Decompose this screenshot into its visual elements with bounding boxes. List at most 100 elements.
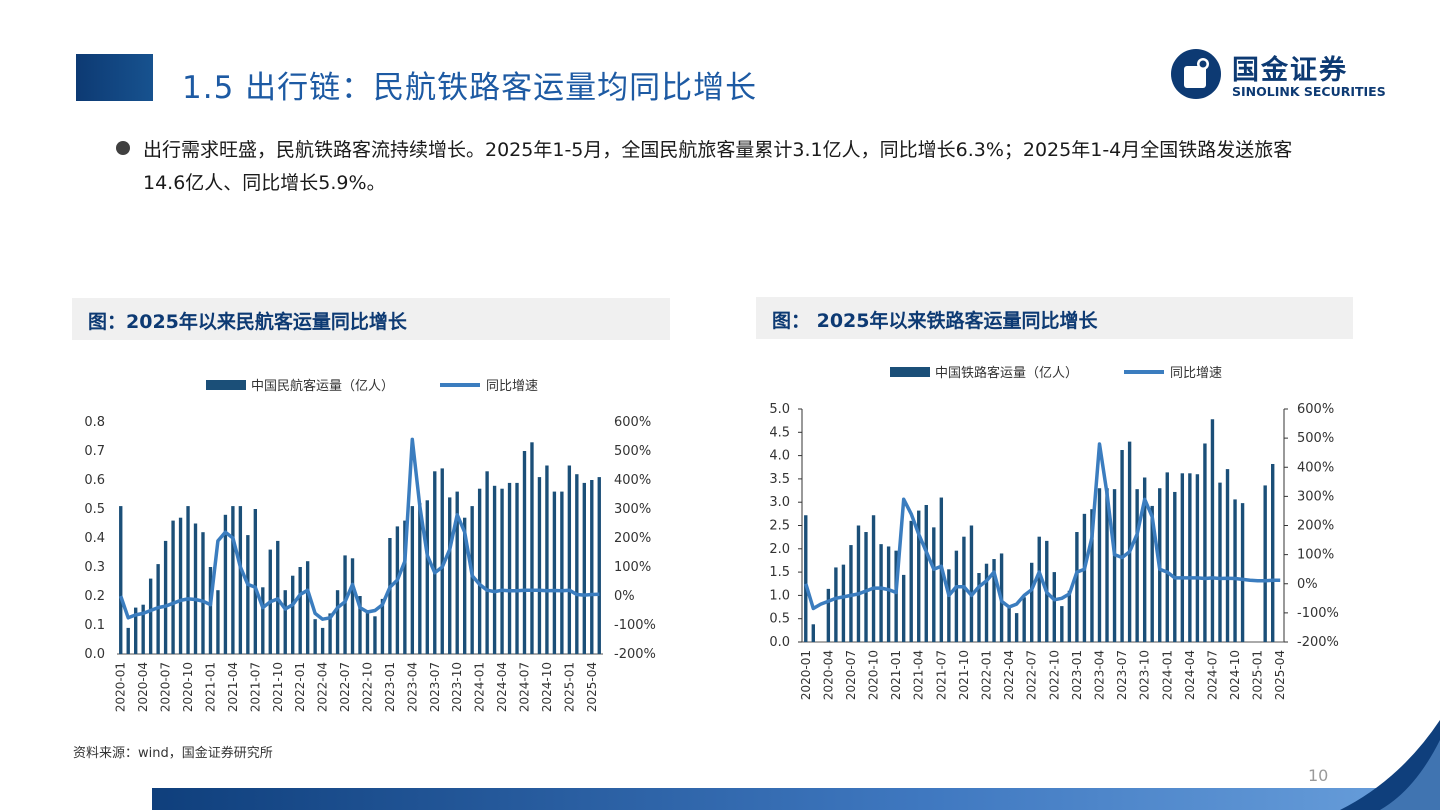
chart1-bar: [163, 540, 168, 654]
chart2-bar: [917, 510, 921, 642]
chart2-x-tick-label: 2024-04: [1183, 650, 1197, 700]
chart2-bar: [1022, 597, 1026, 642]
chart1-left-tick-label: 0.4: [84, 531, 105, 546]
chart1-left-tick-label: 0.5: [84, 502, 105, 517]
chart1-bar: [358, 596, 362, 654]
chart1-bar: [373, 616, 377, 654]
chart1-right-tick-label: 500%: [614, 444, 651, 459]
chart1-bar: [328, 613, 332, 654]
chart2-x-tick-label: 2021-04: [912, 650, 926, 700]
chart2-bar: [1180, 473, 1185, 642]
chart1-legend-bar-swatch: [206, 380, 246, 390]
chart2-left-tick-label: 0.0: [769, 635, 790, 650]
chart1-x-tick-label: 2023-10: [450, 662, 464, 712]
chart2-bar: [856, 525, 861, 642]
chart2-right-tick-label: -200%: [1297, 635, 1339, 650]
chart1-bar: [231, 506, 235, 654]
chart1-x-tick-label: 2020-07: [159, 662, 173, 712]
chart1-bar: [552, 491, 557, 654]
page-title: 1.5 出行链：民航铁路客运量均同比增长: [182, 70, 758, 106]
chart2-right-tick-label: 300%: [1297, 489, 1334, 504]
chart1-legend-line-label: 同比增速: [486, 379, 538, 394]
chart1-bar: [455, 491, 459, 654]
chart2-legend-bar-label: 中国铁路客运量（亿人）: [935, 365, 1078, 381]
chart2-legend-line-label: 同比增速: [1170, 366, 1222, 381]
chart1-bar: [560, 491, 564, 654]
chart2-bar: [1060, 606, 1064, 642]
chart2-bar: [1014, 613, 1019, 642]
chart1-bar: [418, 503, 422, 654]
chart2-x-tick-label: 2021-01: [889, 650, 903, 700]
chart1-airline-chart: 0.0 0.1 0.2 0.3 0.4 0.5 0.6 0.7 0.8 -200% -100% 0% 1…: [84, 378, 656, 712]
chart2-right-tick-label: -100%: [1297, 606, 1339, 621]
chart1-bar: [597, 477, 601, 654]
footer-bar: [152, 788, 1440, 810]
chart1-bar: [320, 627, 325, 654]
chart1-bar: [395, 526, 400, 654]
chart1-bar: [522, 451, 527, 654]
chart1-bar: [350, 558, 355, 654]
chart2-bar: [954, 550, 959, 642]
chart2-right-tick-label: 100%: [1297, 548, 1334, 563]
chart2-bar: [1127, 441, 1132, 642]
chart2-bar: [947, 569, 951, 642]
chart2-bar: [1225, 469, 1230, 642]
chart2-x-tick-label: 2020-07: [844, 650, 858, 700]
chart2-bar: [1263, 485, 1267, 642]
chart2-right-tick-label: 500%: [1297, 431, 1334, 446]
chart1-bar: [171, 520, 175, 654]
chart2-bar: [924, 504, 928, 642]
chart1-bar: [567, 465, 572, 654]
chart2-x-tick-label: 2022-01: [980, 650, 994, 700]
chart1-x-tick-label: 2023-01: [383, 662, 397, 712]
chart1-left-tick-label: 0.0: [84, 647, 105, 662]
chart2-legend-bar-swatch: [890, 367, 930, 377]
chart1-bar: [343, 555, 347, 654]
chart1-bar: [530, 442, 534, 654]
chart2-bar: [1082, 513, 1087, 642]
chart1-bar: [440, 468, 444, 654]
chart1-x-tick-label: 2024-10: [540, 662, 554, 712]
chart2-bar: [977, 573, 981, 642]
chart2-growth-line: [804, 442, 1281, 611]
chart1-right-tick-label: 600%: [614, 415, 651, 430]
chart1-bar: [380, 598, 385, 654]
chart2-bar: [969, 525, 974, 642]
chart1-header: 图：2025年以来民航客运量同比增长: [72, 298, 670, 340]
chart1-bar: [283, 590, 287, 654]
chart1-x-tick-label: 2023-07: [428, 662, 442, 712]
chart2-right-tick-label: 0%: [1297, 577, 1318, 592]
chart1-bar: [305, 561, 310, 654]
chart2-bar: [1240, 503, 1245, 642]
chart2-bar: [932, 527, 936, 642]
chart2-bar: [864, 532, 868, 642]
chart1-growth-line: [119, 437, 600, 621]
chart1-x-tick-label: 2024-01: [473, 662, 487, 712]
chart2-x-tick-label: 2022-07: [1025, 650, 1039, 700]
chart2-left-tick-label: 2.0: [769, 542, 790, 557]
chart2-bar: [1037, 536, 1041, 642]
chart2-bar: [1150, 505, 1154, 642]
chart2-bar: [811, 624, 815, 642]
chart2-bar: [1218, 482, 1222, 642]
chart1-x-tick-label: 2022-07: [338, 662, 352, 712]
logo-en-text: SINOLINK SECURITIES: [1232, 84, 1386, 99]
chart2-bar: [1165, 472, 1169, 642]
chart2-left-tick-label: 1.5: [769, 565, 790, 580]
chart2-title: 图： 2025年以来铁路客运量同比增长: [772, 310, 1098, 332]
chart2-bar: [1173, 491, 1177, 642]
chart1-bar: [477, 488, 482, 654]
chart1-x-tick-label: 2021-01: [203, 662, 217, 712]
chart2-left-tick-label: 5.0: [769, 402, 790, 417]
chart1-left-tick-label: 0.8: [84, 415, 105, 430]
chart1-x-tick-label: 2020-10: [181, 662, 195, 712]
chart1-bar: [448, 497, 452, 654]
chart2-bar: [1090, 509, 1094, 642]
chart1-x-tick-label: 2024-04: [495, 662, 509, 712]
chart1-bar: [186, 506, 190, 654]
chart1-bar: [313, 619, 317, 654]
chart2-left-tick-label: 4.5: [769, 425, 790, 440]
bullet-text: 出行需求旺盛，民航铁路客流持续增长。2025年1-5月，全国民航旅客量累计3.1…: [143, 139, 1293, 194]
chart1-bar: [126, 627, 130, 654]
chart1-bar: [545, 465, 549, 654]
